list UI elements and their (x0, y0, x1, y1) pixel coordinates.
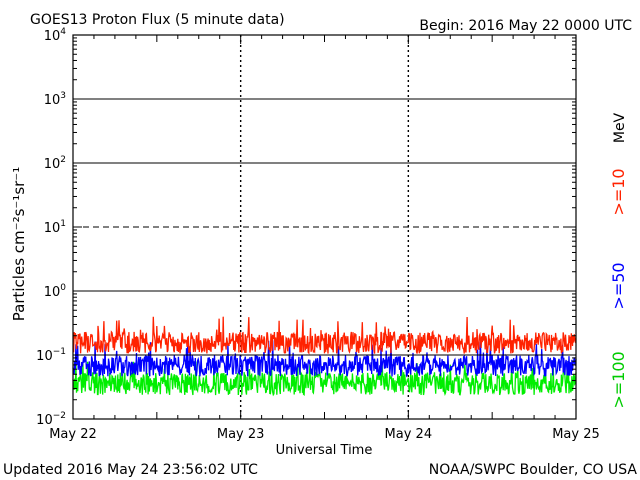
y-tick-labels: 10−2 10−1 100 101 102 103 104 (36, 27, 66, 428)
x-tick-label: May 24 (385, 427, 433, 442)
y-tick-label: 10−2 (36, 411, 66, 428)
y-tick-label: 102 (44, 155, 66, 172)
y-tick-label: 101 (44, 219, 66, 236)
plot-frame (72, 34, 577, 420)
begin-time: Begin: 2016 May 22 0000 UTC (419, 18, 632, 34)
y-tick-label: 100 (44, 283, 67, 300)
x-axis-label: Universal Time (276, 443, 373, 458)
legend-item-ge100: >=100 (609, 351, 628, 408)
x-tick-label: May 23 (217, 427, 265, 442)
legend-item-ge50: >=50 (609, 262, 628, 309)
series-line-ge10 (72, 316, 577, 355)
legend-item-ge10: >=10 (609, 168, 628, 215)
series-layer (72, 316, 577, 397)
updated-time: Updated 2016 May 24 23:56:02 UTC (3, 462, 258, 478)
x-tick-labels: May 22 May 23 May 24 May 25 (49, 427, 600, 442)
y-tick-label: 10−1 (36, 347, 66, 364)
series-line-ge100 (72, 361, 577, 397)
y-tick-label: 103 (44, 91, 66, 108)
y-tick-label: 104 (44, 27, 67, 44)
x-tick-label: May 22 (49, 427, 97, 442)
legend-unit: MeV (612, 112, 628, 143)
noaa-credit: NOAA/SWPC Boulder, CO USA (429, 462, 638, 478)
y-axis-label: Particles cm⁻²s⁻¹sr⁻¹ (10, 167, 28, 321)
chart-title: GOES13 Proton Flux (5 minute data) (30, 12, 285, 28)
x-tick-label: May 25 (552, 427, 600, 442)
